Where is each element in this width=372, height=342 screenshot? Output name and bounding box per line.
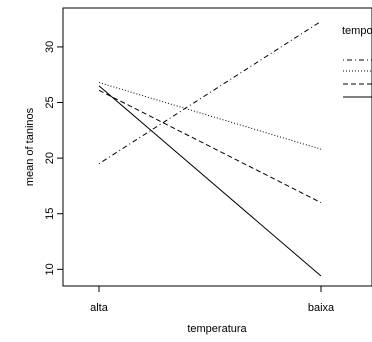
legend: tempo: [342, 25, 372, 98]
y-tick-label: 15: [44, 208, 56, 220]
x-axis: alta baixa: [90, 286, 335, 314]
y-tick-label: 30: [44, 41, 56, 53]
series-lines: [98, 20, 322, 277]
plot-frame: [62, 7, 372, 287]
series-line-2: [98, 82, 322, 150]
y-axis: 10 15 20 25 30: [44, 41, 63, 275]
y-tick-label: 25: [44, 96, 56, 108]
legend-keys: [343, 59, 372, 98]
x-tick-label: baixa: [308, 302, 335, 314]
y-axis-title: mean of taninos: [24, 107, 36, 186]
x-tick-label: alta: [90, 302, 109, 314]
series-line-4: [98, 85, 322, 277]
series-line-3: [98, 89, 322, 204]
legend-title: tempo: [342, 25, 372, 37]
series-line-1: [98, 20, 322, 165]
y-tick-label: 20: [44, 152, 56, 164]
x-axis-title: temperatura: [187, 323, 247, 335]
y-tick-label: 10: [44, 263, 56, 275]
